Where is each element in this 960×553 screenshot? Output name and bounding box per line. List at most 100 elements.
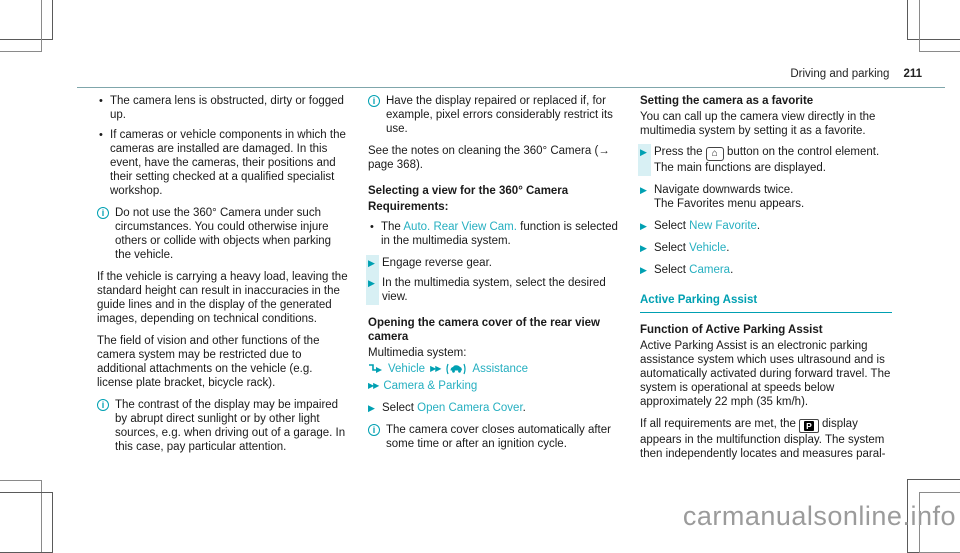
bullet-item: • If cameras or vehicle components in wh… xyxy=(97,128,349,198)
bullet-text: If cameras or vehicle components in whic… xyxy=(110,129,346,197)
step-arrow-icon: ▶ xyxy=(640,221,647,231)
inline-reference: New Favorite xyxy=(689,220,757,232)
watermark-link[interactable]: carmanualsonline.info xyxy=(682,501,956,531)
inline-text: Select xyxy=(654,264,690,276)
step-arrow-icon: ▶ xyxy=(368,403,375,413)
step-arrow-icon: ▶ xyxy=(640,185,647,195)
heading-function-apa: Function of Active Parking Assist xyxy=(640,324,823,336)
paragraph: If all requirements are met, the P displ… xyxy=(640,417,892,461)
crop-mark-top-right-b xyxy=(919,0,960,52)
instruction-step: ▶ Navigate downwards twice. xyxy=(640,183,892,197)
double-chevron-icon: ▶▶ xyxy=(430,364,441,373)
paragraph-pre: If all requirements are met, the xyxy=(640,418,800,430)
menu-enter-icon xyxy=(369,363,382,373)
info-icon: i xyxy=(368,424,380,436)
header-rule xyxy=(77,87,945,88)
info-note: i The camera cover closes automatically … xyxy=(368,423,620,451)
step-arrow-icon: ▶ xyxy=(368,278,375,288)
instruction-step: ▶ In the multimedia system, select the d… xyxy=(368,276,620,304)
info-icon: i xyxy=(97,399,109,411)
note-text: Have the display repaired or replaced if… xyxy=(386,95,613,135)
inline-text: Select xyxy=(654,220,690,232)
info-note: i The contrast of the display may be imp… xyxy=(97,398,349,454)
inline-text: . xyxy=(730,264,734,276)
bullet-icon: • xyxy=(99,95,103,107)
step-text-pre: Press the xyxy=(654,146,706,158)
bullet-icon: • xyxy=(99,129,103,141)
instruction-step: ▶ Engage reverse gear. xyxy=(368,256,620,270)
inline-text: . xyxy=(522,402,526,414)
paragraph: You can call up the camera view directly… xyxy=(640,111,876,137)
info-icon: i xyxy=(97,207,109,219)
menu-path-line: ▶▶ Camera & Parking xyxy=(368,379,620,393)
bullet-text: The camera lens is obstructed, dirty or … xyxy=(110,95,344,121)
column-2: i Have the display repaired or replaced … xyxy=(366,94,620,459)
inline-reference: Camera xyxy=(689,264,731,276)
inline-reference: Open Camera Cover xyxy=(417,402,523,414)
inline-text: The xyxy=(381,221,404,233)
step-group: ▶ Select Open Camera Cover. xyxy=(368,401,620,415)
paragraph: See the notes on cleaning the 360° Camer… xyxy=(368,145,610,171)
menu-path: Vehicle ▶▶ Assistance ▶▶ Camera & Parkin… xyxy=(368,362,620,393)
paragraph: Multimedia system: xyxy=(368,347,467,359)
inline-text: . xyxy=(756,220,761,232)
inline-text: function is selected in the multimedia s… xyxy=(381,221,618,247)
instruction-step: ▶ Select Open Camera Cover. xyxy=(368,401,620,415)
step-arrow-icon: ▶ xyxy=(640,147,647,157)
column-1: • The camera lens is obstructed, dirty o… xyxy=(97,94,349,462)
double-chevron-icon: ▶▶ xyxy=(368,381,379,390)
paragraph-post: display appears in the multifunction dis… xyxy=(640,418,886,460)
inline-text: Select xyxy=(654,242,690,254)
inline-reference: Auto. Rear View Cam. xyxy=(403,221,517,233)
heading-selecting-view: Selecting a view for the 360° Camera xyxy=(368,185,569,197)
step-result: The main functions are displayed. xyxy=(654,162,826,174)
note-text: The camera cover closes automatically af… xyxy=(386,424,611,450)
bullet-item: • The camera lens is obstructed, dirty o… xyxy=(97,94,349,122)
assistance-car-icon xyxy=(446,363,467,375)
step-arrow-icon: ▶ xyxy=(640,243,647,253)
inline-text: . xyxy=(726,242,730,254)
step-text: In the multimedia system, select the des… xyxy=(382,277,606,303)
menu-path-line: Vehicle ▶▶ Assistance xyxy=(368,362,620,376)
inline-reference: Vehicle xyxy=(689,242,727,254)
page-header: Driving and parking 211 xyxy=(0,68,922,80)
step-text: Select New Favorite. xyxy=(654,219,892,233)
paragraph: The field of vision and other functions … xyxy=(97,335,320,389)
step-group: ▶ Select Vehicle. xyxy=(640,241,892,255)
instruction-step: ▶ Select Vehicle. xyxy=(640,241,892,255)
crop-mark-bottom-left-b xyxy=(0,492,53,553)
paragraph: If the vehicle is carrying a heavy load,… xyxy=(97,271,348,325)
parking-display-icon: P xyxy=(799,419,819,433)
section-heading-active-parking-assist: Active Parking Assist xyxy=(640,293,892,313)
inline-text: Select xyxy=(382,402,418,414)
heading-requirements: Requirements: xyxy=(368,201,449,213)
home-button-icon: ⌂ xyxy=(705,147,724,161)
step-result: The Favorites menu appears. xyxy=(654,198,805,210)
step-arrow-icon: ▶ xyxy=(640,265,647,275)
note-text: Do not use the 360° Camera under such ci… xyxy=(115,207,332,261)
step-group: ▶ Navigate downwards twice. The Favorite… xyxy=(640,183,892,211)
menu-item-camera-parking: Camera & Parking xyxy=(383,380,478,392)
step-group: ▶ Press the ⌂ button on the control elem… xyxy=(638,144,892,176)
crop-mark-top-right-a xyxy=(907,0,960,40)
menu-item-assistance: Assistance xyxy=(472,363,529,375)
step-text: Select Camera. xyxy=(654,263,892,277)
step-text: Navigate downwards twice. xyxy=(654,184,794,196)
bullet-item: • The Auto. Rear View Cam. function is s… xyxy=(368,220,620,248)
bullet-icon: • xyxy=(370,221,374,233)
info-note: i Do not use the 360° Camera under such … xyxy=(97,206,349,262)
step-arrow-icon: ▶ xyxy=(368,258,375,268)
crop-mark-top-left-a xyxy=(0,0,53,40)
paragraph: Active Parking Assist is an electronic p… xyxy=(640,340,891,408)
heading-opening-cover: Opening the camera cover of the rear vie… xyxy=(368,317,600,343)
crop-mark-top-left-b xyxy=(0,0,42,52)
instruction-step: ▶ Select New Favorite. xyxy=(640,219,892,233)
info-note: i Have the display repaired or replaced … xyxy=(368,94,620,136)
step-text: Press the ⌂ button on the control elemen… xyxy=(654,145,892,161)
page-number: 211 xyxy=(903,68,922,80)
step-group: ▶ Engage reverse gear. ▶ In the multimed… xyxy=(366,255,620,305)
step-text: Select Open Camera Cover. xyxy=(382,401,620,415)
step-group: ▶ Select New Favorite. xyxy=(640,219,892,233)
step-group: ▶ Select Camera. xyxy=(640,263,892,277)
info-icon: i xyxy=(368,95,380,107)
